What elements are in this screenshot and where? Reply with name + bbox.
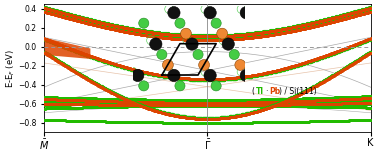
Text: ·: ·	[265, 87, 268, 96]
Circle shape	[121, 112, 131, 122]
Circle shape	[284, 18, 294, 28]
Text: Tl: Tl	[256, 87, 263, 96]
Circle shape	[163, 60, 174, 70]
Circle shape	[240, 69, 253, 82]
Text: Pb: Pb	[269, 87, 280, 96]
Circle shape	[235, 60, 246, 70]
Circle shape	[204, 69, 216, 82]
Circle shape	[193, 112, 203, 122]
Circle shape	[168, 7, 180, 19]
Circle shape	[150, 38, 162, 50]
Circle shape	[240, 7, 253, 19]
Circle shape	[175, 18, 185, 28]
Circle shape	[157, 112, 167, 122]
Circle shape	[253, 28, 264, 39]
Circle shape	[247, 81, 257, 91]
Circle shape	[132, 69, 144, 82]
Circle shape	[211, 81, 221, 91]
Circle shape	[168, 69, 180, 82]
Circle shape	[113, 101, 126, 113]
Circle shape	[181, 28, 191, 39]
Text: ) / Si(111): ) / Si(111)	[279, 87, 316, 96]
Circle shape	[229, 112, 239, 122]
Text: (: (	[251, 87, 254, 96]
Circle shape	[217, 28, 228, 39]
Circle shape	[150, 101, 162, 113]
Circle shape	[186, 101, 198, 113]
Circle shape	[258, 38, 271, 50]
Circle shape	[204, 7, 216, 19]
Circle shape	[276, 7, 289, 19]
Circle shape	[139, 18, 149, 28]
Circle shape	[193, 49, 203, 60]
Circle shape	[265, 49, 276, 60]
Circle shape	[102, 81, 113, 91]
Circle shape	[121, 49, 131, 60]
Circle shape	[157, 49, 167, 60]
Circle shape	[199, 60, 209, 70]
Circle shape	[247, 18, 257, 28]
Circle shape	[211, 18, 221, 28]
Y-axis label: E-E$_F$ (eV): E-E$_F$ (eV)	[4, 49, 17, 88]
Circle shape	[139, 81, 149, 91]
Circle shape	[229, 49, 239, 60]
Circle shape	[84, 112, 94, 122]
Circle shape	[175, 81, 185, 91]
Circle shape	[222, 101, 234, 113]
Circle shape	[222, 38, 234, 50]
Circle shape	[186, 38, 198, 50]
